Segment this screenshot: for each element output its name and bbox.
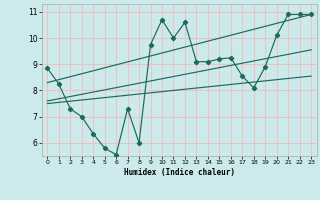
X-axis label: Humidex (Indice chaleur): Humidex (Indice chaleur) <box>124 168 235 177</box>
